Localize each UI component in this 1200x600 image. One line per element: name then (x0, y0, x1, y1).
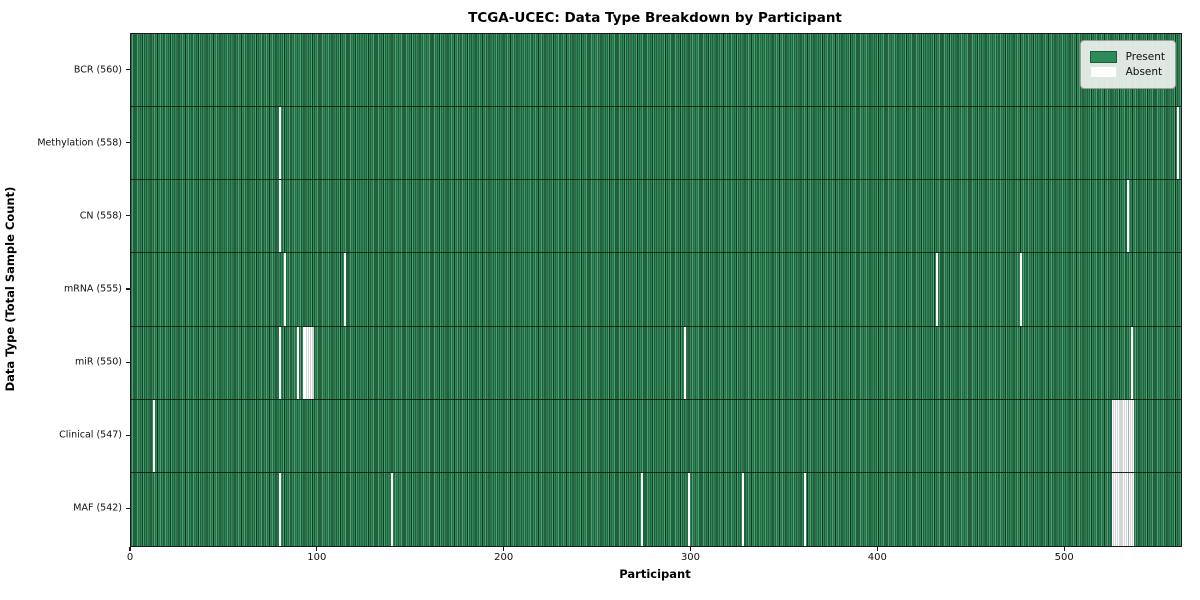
y-tick-mark (125, 142, 130, 144)
x-axis-label: Participant (619, 567, 691, 581)
x-tick-label: 200 (494, 552, 514, 563)
x-tick-label: 300 (680, 552, 701, 563)
absent-gap (278, 180, 281, 253)
heatmap-row (131, 326, 1181, 400)
absent-gap (302, 326, 305, 399)
absent-gap (297, 326, 300, 399)
legend-label-present: Present (1125, 51, 1165, 63)
legend-label-absent: Absent (1125, 66, 1163, 78)
absent-gap (1177, 107, 1180, 180)
absent-gap (741, 472, 744, 546)
x-tick-mark (1063, 546, 1065, 551)
heatmap-row (131, 399, 1181, 473)
heatmap-row (131, 34, 1181, 108)
heatmap-row (131, 107, 1181, 181)
absent-gap (153, 399, 156, 472)
absent-gap (936, 253, 939, 326)
x-tick-mark (876, 546, 878, 551)
y-tick-label: Methylation (558) (37, 137, 122, 149)
heatmap-row (131, 472, 1181, 546)
x-tick-label: 500 (1054, 552, 1074, 563)
x-tick-label: 400 (867, 552, 887, 563)
x-tick-mark (503, 546, 505, 551)
y-tick-mark (125, 361, 130, 363)
absent-gap (390, 472, 393, 546)
plot-area: Present Absent (130, 33, 1182, 547)
absent-gap (803, 472, 806, 546)
y-tick-label: CN (558) (79, 210, 122, 222)
y-tick-label: Clinical (547) (59, 429, 122, 441)
heatmap-row (131, 180, 1181, 254)
absent-gap (278, 326, 281, 399)
y-tick-mark (125, 288, 130, 290)
x-tick-mark (316, 546, 318, 551)
y-tick-mark (125, 68, 130, 71)
x-tick-label: 0 (126, 552, 134, 563)
present-swatch-icon (1089, 51, 1117, 63)
y-tick-mark (125, 434, 130, 436)
absent-gap (1020, 253, 1023, 326)
y-tick-label: MAF (542) (73, 502, 122, 514)
absent-gap (684, 326, 687, 399)
legend: Present Absent (1079, 40, 1176, 89)
absent-gap (1130, 326, 1133, 399)
absent-swatch-icon (1089, 66, 1117, 78)
absent-gap (641, 472, 644, 546)
absent-gap (278, 472, 281, 546)
absent-gap-cluster (1111, 399, 1135, 472)
absent-gap-cluster (1111, 472, 1135, 546)
y-tick-label: BCR (560) (73, 64, 122, 76)
x-tick-mark (129, 546, 131, 551)
legend-item-absent: Absent (1089, 66, 1165, 78)
y-tick-mark (125, 215, 130, 217)
y-tick-label: miR (550) (74, 356, 122, 368)
heatmap-row (131, 253, 1181, 327)
y-tick-label: mRNA (555) (63, 283, 122, 295)
chart-title: TCGA-UCEC: Data Type Breakdown by Partic… (468, 10, 842, 26)
absent-gap (1126, 180, 1129, 253)
absent-gap (687, 472, 690, 546)
x-tick-label: 100 (307, 552, 327, 563)
x-tick-mark (689, 546, 692, 551)
absent-gap-cluster (304, 326, 315, 399)
absent-gap (343, 253, 346, 326)
legend-item-present: Present (1089, 51, 1165, 63)
y-tick-mark (125, 507, 130, 510)
absent-gap (278, 107, 281, 180)
absent-gap (284, 253, 287, 326)
